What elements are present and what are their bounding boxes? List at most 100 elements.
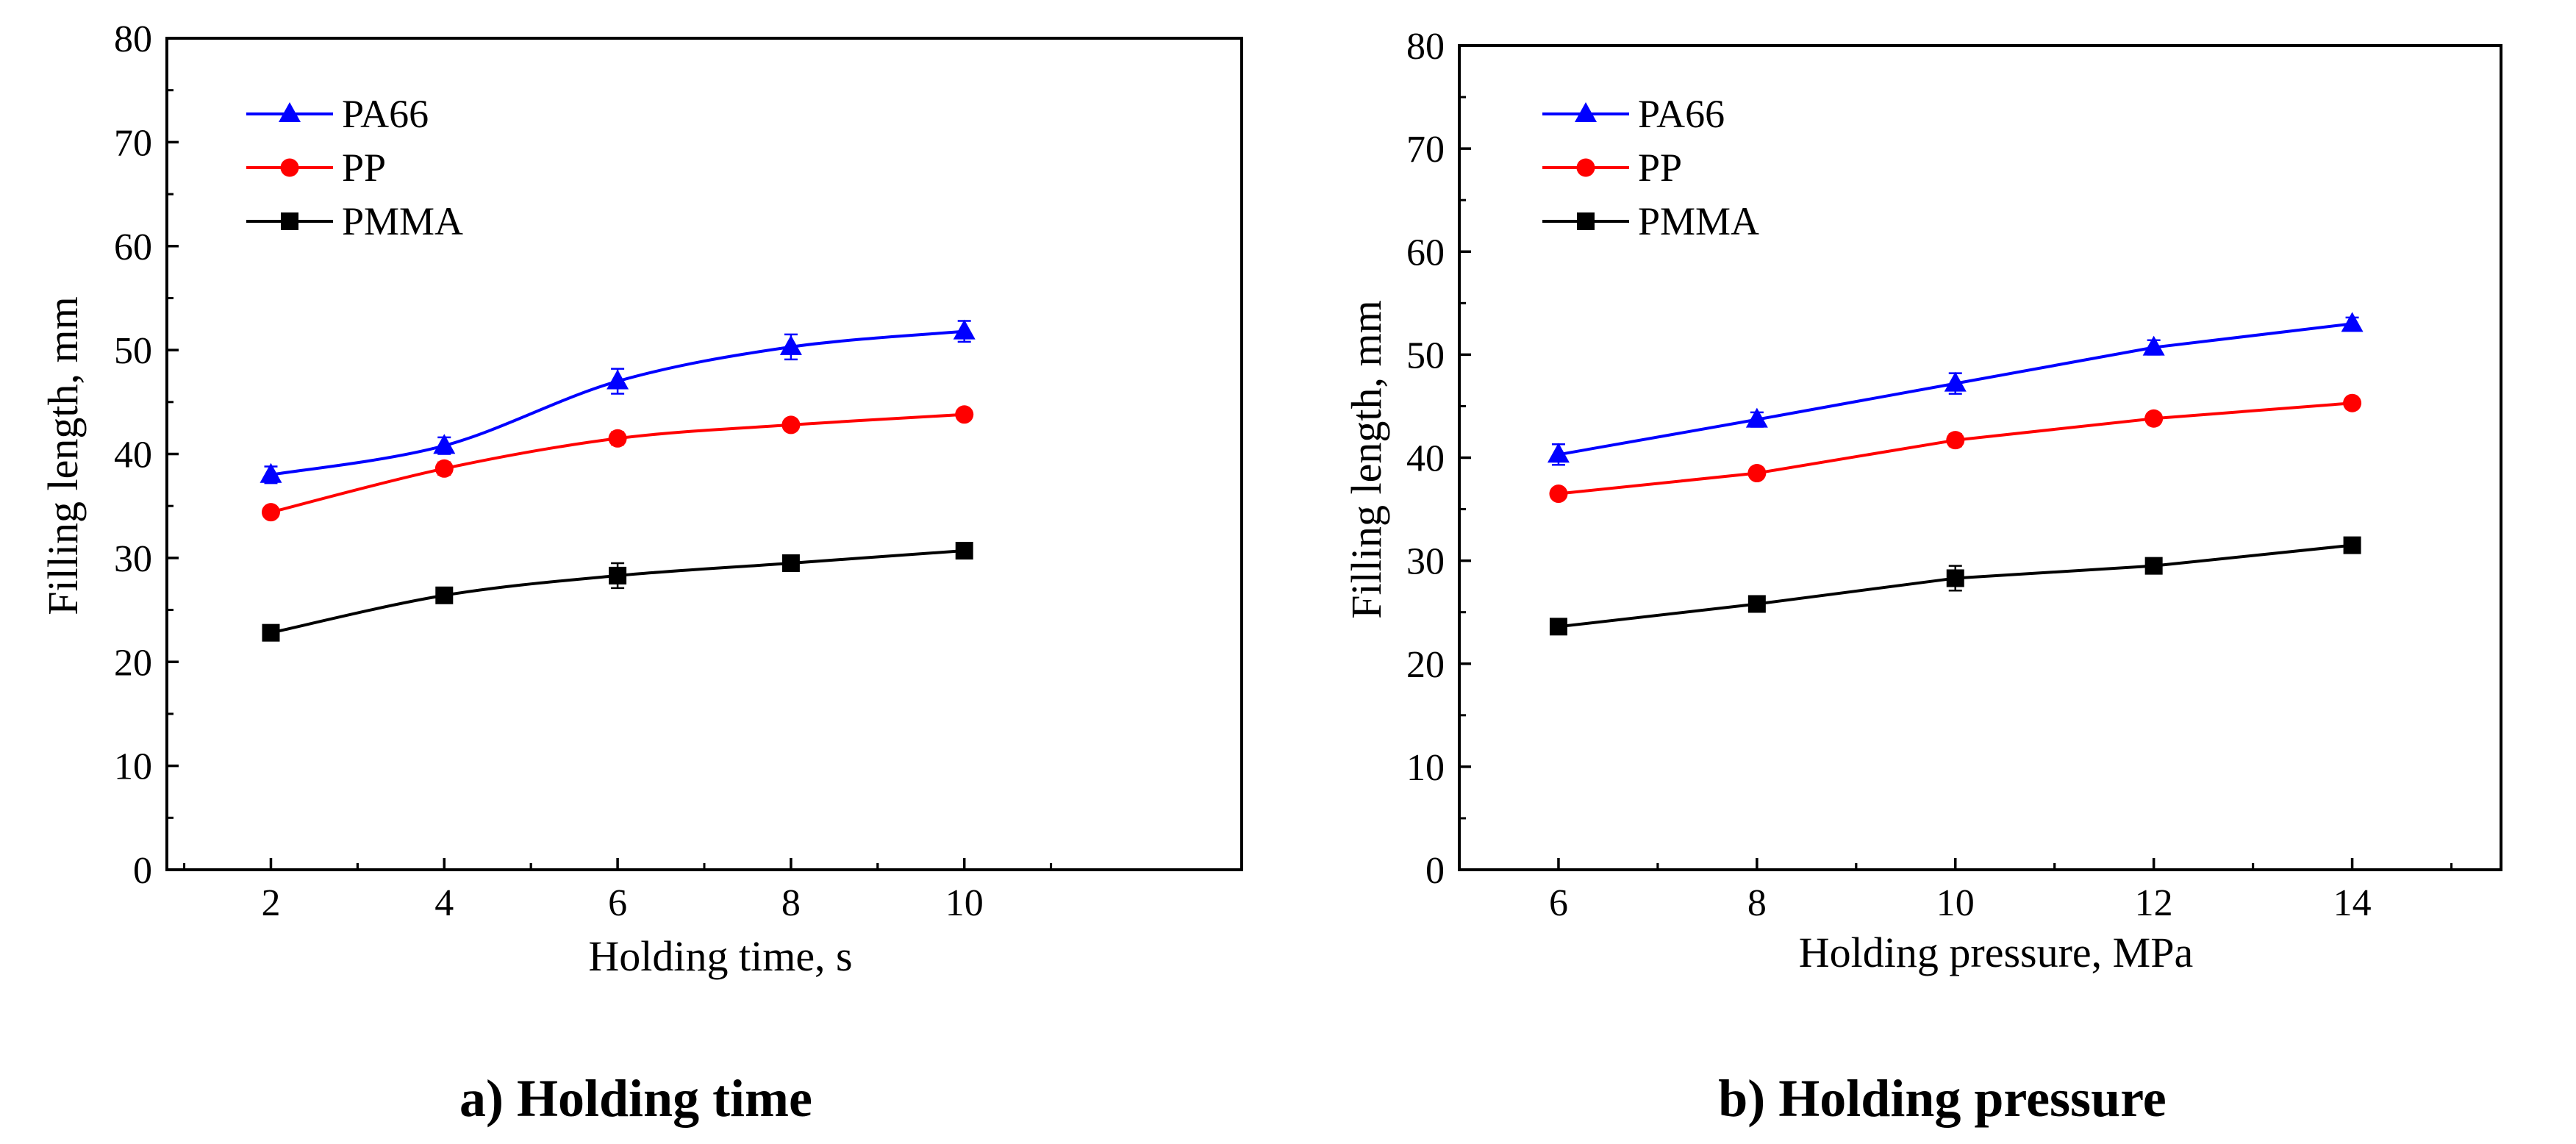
y-tick-label-60: 60 <box>1406 232 1445 274</box>
point-pmma-4 <box>435 586 454 604</box>
point-pa66-8 <box>779 335 802 355</box>
legend-item-pp: PP <box>246 146 386 190</box>
x-tick-label-6: 6 <box>608 882 627 924</box>
y-tick-label-30: 30 <box>1406 541 1445 583</box>
point-pmma-2 <box>262 623 280 642</box>
y-tick-label-40: 40 <box>114 435 152 476</box>
series-pmma-b <box>1549 536 2361 636</box>
series-pa66-b <box>1547 312 2364 466</box>
legend-b: PA66 PP PMMA <box>1542 92 1759 243</box>
axes-b: 0 10 20 30 40 50 60 70 80 6 8 10 12 14 <box>1406 26 2453 924</box>
legend-marker-pa66 <box>1575 102 1597 122</box>
point-pa66-8 <box>1745 407 1768 428</box>
legend-label-pa66: PA66 <box>342 92 429 136</box>
x-tick-label-8: 8 <box>1747 882 1767 924</box>
x-tick-label-2: 2 <box>261 882 280 924</box>
line-pp <box>270 412 965 514</box>
legend-marker-pmma <box>281 212 298 230</box>
point-pmma-10 <box>955 541 973 560</box>
line-pa66 <box>271 329 965 476</box>
point-pmma-14 <box>2343 536 2361 554</box>
point-pp-14 <box>2343 393 2362 412</box>
plot-frame-a <box>165 37 1243 871</box>
legend-marker-pmma <box>1577 212 1595 230</box>
point-pp-6 <box>1549 485 1568 504</box>
y-axis-title-a: Filling length, mm <box>39 296 87 615</box>
caption-a: a) Holding time <box>459 1069 812 1128</box>
series-pa66-a <box>260 319 976 485</box>
series-b <box>1547 312 2364 636</box>
y-axis-title-b: Filling length, mm <box>1342 300 1390 618</box>
point-pp-12 <box>2144 409 2164 428</box>
y-tick-label-30: 30 <box>114 538 152 580</box>
y-tick-label-20: 20 <box>1406 644 1445 686</box>
y-tick-label-50: 50 <box>114 330 152 372</box>
y-tick-label-60: 60 <box>114 226 152 268</box>
point-pmma-8 <box>781 554 800 572</box>
legend-item-pa66: PA66 <box>246 92 429 136</box>
x-tick-label-10: 10 <box>945 882 984 924</box>
x-axis-title-b: Holding pressure, MPa <box>1799 929 2193 976</box>
y-tick-label-0: 0 <box>133 850 152 892</box>
x-tick-label-14: 14 <box>2333 882 2372 924</box>
point-pmma-8 <box>1747 595 1766 613</box>
y-tick-label-50: 50 <box>1406 335 1445 376</box>
point-pp-8 <box>781 415 801 435</box>
legend-item-pa66: PA66 <box>1542 92 1725 136</box>
point-pp-10 <box>1946 431 1965 450</box>
point-pa66-6 <box>607 369 629 390</box>
plot-frame-b <box>1458 44 2502 871</box>
x-tick-label-12: 12 <box>2135 882 2173 924</box>
x-tick-label-6: 6 <box>1549 882 1568 924</box>
point-pa66-14 <box>2341 312 2364 332</box>
point-pa66-6 <box>1547 443 1570 463</box>
y-tick-label-80: 80 <box>1406 26 1445 68</box>
caption-b: b) Holding pressure <box>1718 1069 2166 1128</box>
point-pmma-10 <box>1946 569 1964 587</box>
point-pa66-12 <box>2142 335 2165 356</box>
panel-b: 0 10 20 30 40 50 60 70 80 6 8 10 12 14 Holding pressu… <box>1342 26 2502 1128</box>
y-tick-label-0: 0 <box>1425 850 1445 892</box>
point-pp-4 <box>434 459 454 478</box>
y-tick-label-70: 70 <box>1406 129 1445 171</box>
x-tick-label-10: 10 <box>1936 882 1975 924</box>
legend-a: PA66 PP PMMA <box>246 92 463 243</box>
x-tick-label-8: 8 <box>781 882 801 924</box>
legend-marker-pp <box>280 158 299 177</box>
x-axis-title-a: Holding time, s <box>588 932 852 980</box>
series-pp-a <box>261 405 974 522</box>
point-pmma-6 <box>609 566 627 584</box>
legend-item-pmma: PMMA <box>246 199 463 243</box>
point-pmma-12 <box>2144 557 2163 575</box>
x-tick-label-4: 4 <box>434 882 454 924</box>
legend-item-pmma: PMMA <box>1542 199 1759 243</box>
point-pa66-4 <box>433 434 456 454</box>
legend-label-pmma: PMMA <box>1638 199 1759 243</box>
legend-label-pa66: PA66 <box>1638 92 1725 136</box>
point-pp-10 <box>955 405 974 424</box>
legend-marker-pp <box>1576 158 1595 177</box>
point-pa66-10 <box>1944 371 1967 392</box>
y-tick-label-10: 10 <box>114 746 152 788</box>
point-pa66-10 <box>953 319 976 340</box>
axes-a: 0 10 20 30 40 50 60 70 80 2 4 6 8 10 <box>114 18 1053 924</box>
y-tick-label-40: 40 <box>1406 438 1445 480</box>
series-pp-b <box>1549 393 2362 504</box>
point-pp-2 <box>261 503 280 522</box>
legend-label-pmma: PMMA <box>342 199 463 243</box>
y-tick-label-10: 10 <box>1406 747 1445 789</box>
point-pa66-2 <box>260 462 282 483</box>
legend-marker-pa66 <box>279 102 301 122</box>
series-pmma-a <box>262 541 973 642</box>
y-tick-label-70: 70 <box>114 122 152 164</box>
point-pmma-6 <box>1549 618 1567 636</box>
point-pp-6 <box>608 429 627 448</box>
legend-label-pp: PP <box>1638 146 1682 190</box>
legend-item-pp: PP <box>1542 146 1682 190</box>
y-tick-label-20: 20 <box>114 642 152 684</box>
legend-label-pp: PP <box>342 146 386 190</box>
series-a <box>260 319 976 642</box>
point-pp-8 <box>1747 464 1767 483</box>
